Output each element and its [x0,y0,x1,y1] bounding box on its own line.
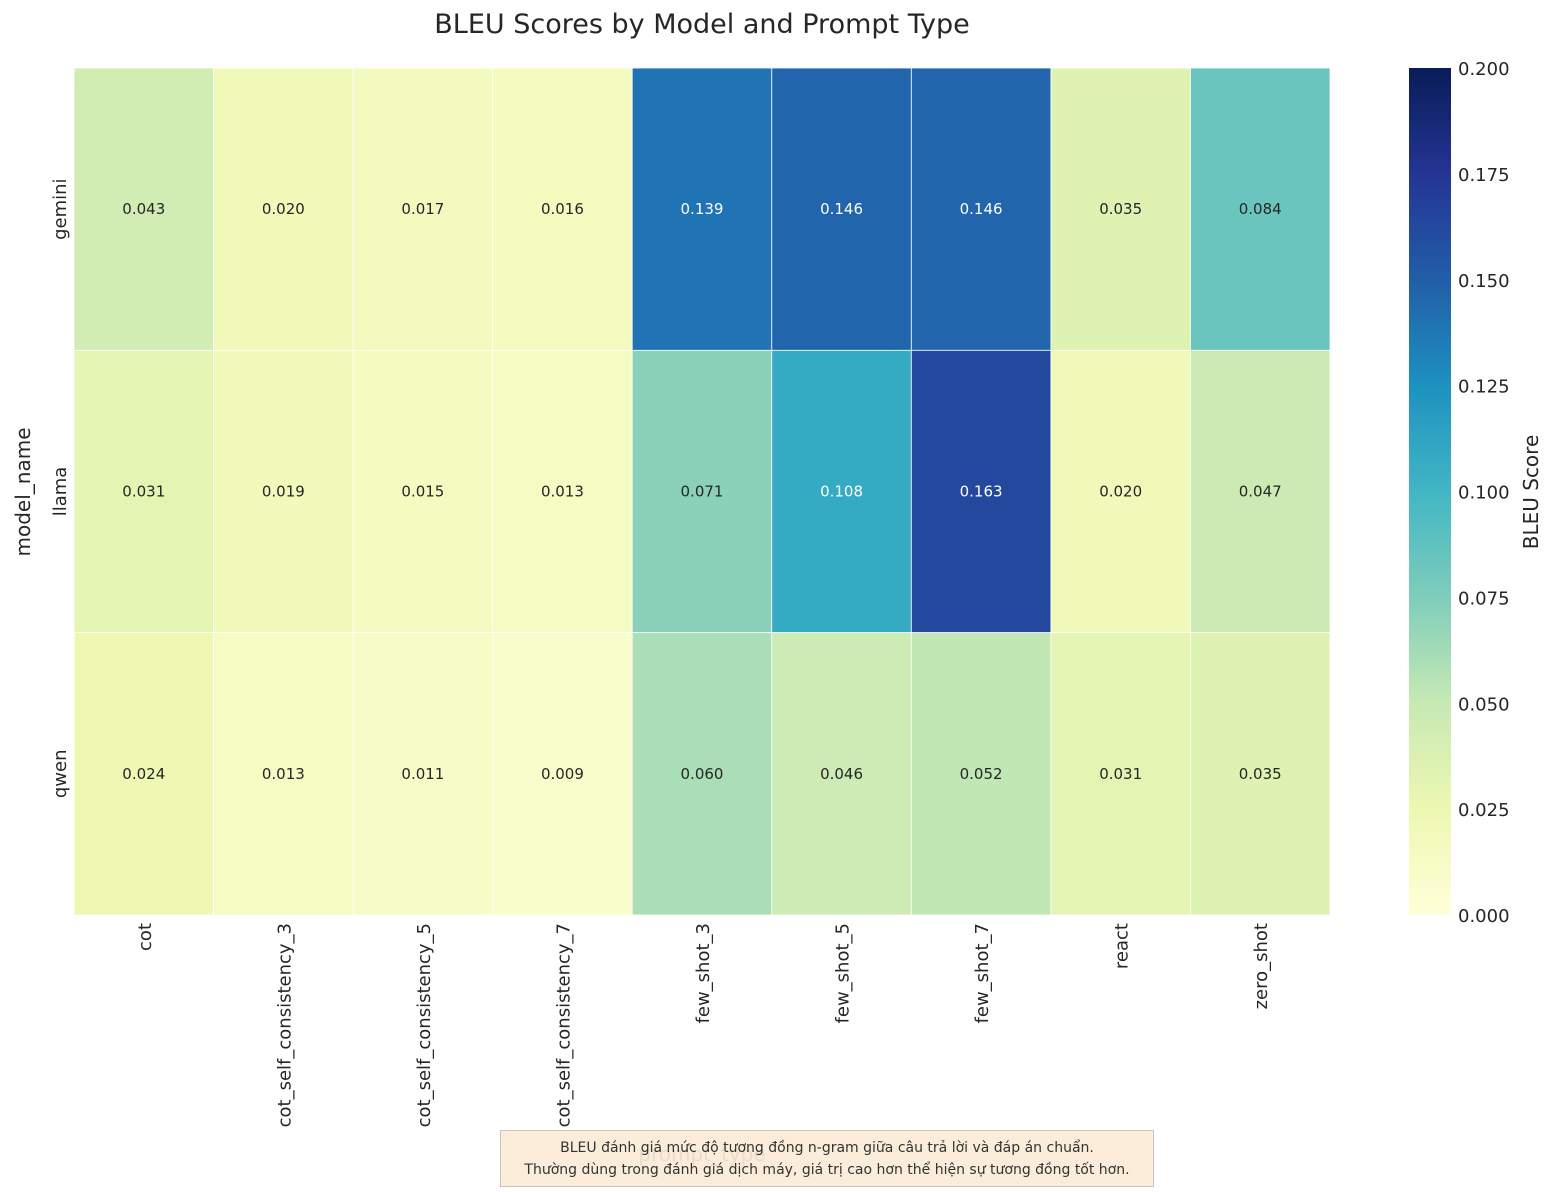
note-line-1: BLEU đánh giá mức độ tương đồng n-gram g… [560,1140,1094,1156]
heatmap-cell [631,632,773,916]
cell-value-label: 0.139 [681,200,724,218]
y-tick-label: llama [50,467,71,517]
y-axis-label: model_name [11,428,35,557]
heatmap-cell [352,632,494,916]
y-tick-label: gemini [50,178,71,239]
cell-value-label: 0.020 [262,200,305,218]
note-box: BLEU đánh giá mức độ tương đồng n-gram g… [500,1130,1154,1187]
heatmap-cell [910,67,1052,351]
heatmap-cell [631,349,773,634]
colorbar-tick-label: 0.175 [1458,165,1510,186]
cell-value-label: 0.146 [960,200,1003,218]
cell-value-label: 0.071 [681,483,724,501]
heatmap-cell [1190,349,1331,634]
heatmap-cell [213,632,354,916]
x-tick-label: react [1112,923,1133,969]
cell-value-label: 0.052 [960,765,1003,783]
x-tick-label: cot_self_consistency_5 [414,923,435,1127]
cell-value-label: 0.020 [1099,483,1142,501]
heatmap-cell [1050,67,1191,351]
y-tick-labels: gemini llama qwen [50,178,71,798]
note-line-2: Thường dùng trong đánh giá dịch máy, giá… [524,1162,1130,1178]
cell-value-label: 0.084 [1239,200,1282,218]
chart-title: BLEU Scores by Model and Prompt Type [434,9,969,40]
x-tick-label: few_shot_5 [833,923,854,1023]
colorbar [1409,68,1451,915]
heatmap-cell [492,67,633,351]
x-tick-label: few_shot_3 [693,923,714,1023]
colorbar-label: BLEU Score [1519,435,1543,550]
cell-value-label: 0.163 [960,483,1003,501]
heatmap-cell [771,67,912,351]
cell-value-label: 0.019 [262,483,305,501]
colorbar-tick-label: 0.125 [1458,377,1510,398]
cell-value-label: 0.009 [541,765,584,783]
colorbar-tick-label: 0.075 [1458,588,1510,609]
heatmap-cell [352,67,494,351]
colorbar-tick-label: 0.000 [1458,906,1510,927]
x-tick-label: few_shot_7 [972,923,993,1023]
heatmap-cell [1050,632,1191,916]
cell-value-label: 0.017 [401,200,444,218]
colorbar-tick-label: 0.200 [1458,59,1510,80]
colorbar-tick-label: 0.150 [1458,271,1510,292]
heatmap-cell-labels: 0.043 0.020 0.017 0.016 0.139 0.146 0.146 0.035… [122,200,1281,783]
cell-value-label: 0.031 [1099,765,1142,783]
cell-value-label: 0.047 [1239,483,1282,501]
heatmap-cell [910,632,1052,916]
colorbar-tick-label: 0.050 [1458,694,1510,715]
cell-value-label: 0.016 [541,200,584,218]
x-tick-labels: cot cot_self_consistency_3 cot_self_consis… [135,923,1272,1127]
colorbar-tick-label: 0.025 [1458,800,1510,821]
cell-value-label: 0.011 [401,765,444,783]
cell-value-label: 0.108 [820,483,863,501]
x-tick-label: zero_shot [1251,923,1272,1009]
cell-value-label: 0.031 [122,483,165,501]
cell-value-label: 0.043 [122,200,165,218]
heatmap-cell [631,67,773,351]
cell-value-label: 0.015 [401,483,444,501]
heatmap-cell [73,349,214,634]
x-tick-label: cot [135,923,156,951]
heatmap-cell [73,67,214,351]
cell-value-label: 0.035 [1239,765,1282,783]
heatmap-cell [352,349,494,634]
cell-value-label: 0.035 [1099,200,1142,218]
cell-value-label: 0.060 [681,765,724,783]
x-tick-label: cot_self_consistency_7 [553,923,574,1127]
cell-value-label: 0.024 [122,765,165,783]
heatmap-cell [1190,632,1331,916]
y-tick-label: qwen [50,750,71,799]
colorbar-tick-label: 0.100 [1458,483,1510,504]
heatmap-cell [910,349,1052,634]
heatmap-cell [1050,349,1191,634]
cell-value-label: 0.013 [262,765,305,783]
heatmap-cell [771,349,912,634]
x-tick-label: cot_self_consistency_3 [274,923,295,1127]
heatmap-cell [492,632,633,916]
heatmap-cell [73,632,214,916]
heatmap-cells [73,67,1331,916]
heatmap-cell [213,67,354,351]
cell-value-label: 0.013 [541,483,584,501]
colorbar-ticks: 0.000 0.025 0.050 0.075 0.100 0.125 0.150 0.175… [1458,59,1510,927]
cell-value-label: 0.146 [820,200,863,218]
heatmap-cell [492,349,633,634]
cell-value-label: 0.046 [820,765,863,783]
